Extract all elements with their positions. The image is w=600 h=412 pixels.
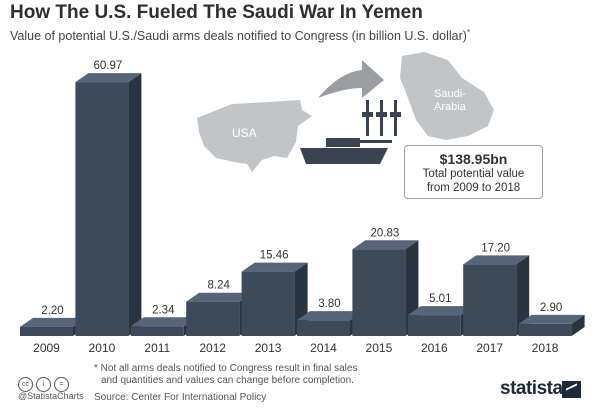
bar-top (241, 262, 308, 272)
bar-top (20, 317, 86, 327)
bar-top (186, 292, 253, 302)
subtitle-footnote-mark: * (466, 28, 471, 37)
bar-2018: 2.90 2018 (518, 302, 585, 355)
source: Source: Center For International Policy (94, 392, 267, 403)
x-tick-label: 2016 (421, 341, 448, 355)
bar-value-label: 15.46 (260, 250, 289, 262)
bar-front (130, 326, 184, 336)
bar-top (297, 311, 363, 321)
arrow-icon (318, 60, 384, 98)
x-tick-label: 2014 (310, 341, 337, 355)
total-value: $138.95bn (439, 151, 508, 167)
x-tick-label: 2009 (33, 341, 60, 355)
bar-top (130, 317, 197, 327)
bar-2010: 60.97 2010 (75, 60, 142, 355)
bar-2017: 17.20 2017 (463, 242, 530, 355)
bar-front (186, 301, 240, 336)
bar-2013: 15.46 2013 (241, 250, 308, 355)
tank-icon (300, 138, 392, 164)
cc-icon: cc (18, 377, 33, 392)
statista-logo-icon[interactable] (562, 381, 581, 398)
total-value-callout: $138.95bn Total potential value from 200… (404, 145, 543, 199)
total-value-label-line1: Total potential value (422, 168, 525, 180)
bar-value-label: 60.97 (94, 60, 123, 72)
bar-front (20, 326, 73, 336)
statista-logo[interactable]: statista (500, 378, 563, 399)
bar-value-label: 20.83 (371, 227, 400, 239)
chart-subtitle: Value of potential U.S./Saudi arms deals… (10, 28, 470, 43)
bar-side (516, 255, 530, 336)
bar-front (463, 264, 517, 336)
bar-top (463, 255, 530, 265)
bar-top (75, 73, 142, 83)
bar-front (352, 249, 406, 336)
bar-front (241, 271, 295, 336)
x-tick-label: 2017 (476, 341, 503, 355)
chart-title: How The U.S. Fueled The Saudi War In Yem… (10, 2, 423, 23)
subtitle-text: Value of potential U.S./Saudi arms deals… (10, 29, 467, 44)
x-tick-label: 2011 (144, 341, 170, 355)
bar-value-label: 8.24 (208, 280, 231, 292)
bar-top (518, 314, 585, 324)
bar-value-label: 2.34 (152, 304, 175, 316)
bar-top (407, 306, 474, 316)
bar-side (128, 73, 142, 337)
bar-front (297, 320, 350, 336)
bar-side (571, 314, 585, 336)
footnote-line1: * Not all arms deals notified to Congres… (94, 363, 358, 374)
no-derivatives-icon: = (54, 377, 69, 392)
bar-value-label: 5.01 (429, 293, 451, 305)
attribution-icon: i (36, 377, 51, 392)
bar-top (352, 240, 419, 250)
bars-group: 2.20 2009 60.97 2010 2.34 2011 8.24 2012 15.46 20… (20, 60, 585, 355)
bar-front (407, 315, 461, 336)
saudi-label-line1: Saudi- (434, 88, 466, 100)
usa-map-icon (197, 100, 312, 172)
social-handle: @StatistaCharts (18, 391, 84, 401)
bar-front (75, 82, 129, 337)
x-tick-label: 2015 (366, 341, 393, 355)
footnote: * Not all arms deals notified to Congres… (94, 363, 394, 387)
bar-value-label: 17.20 (481, 242, 510, 254)
footnote-line2: and quantities and values can change bef… (101, 375, 354, 386)
bar-2016: 5.01 2016 (407, 293, 474, 355)
x-tick-label: 2018 (532, 341, 559, 355)
x-tick-label: 2012 (199, 341, 226, 355)
saudi-arabia-map-icon (400, 52, 494, 140)
x-tick-label: 2013 (255, 341, 282, 355)
bar-2015: 20.83 2015 (352, 227, 419, 355)
usa-label: USA (232, 126, 257, 140)
total-value-label-line2: from 2009 to 2018 (426, 182, 521, 194)
license-icons: cc i = (18, 373, 72, 392)
x-tick-label: 2010 (89, 341, 116, 355)
bar-value-label: 3.80 (318, 298, 340, 310)
bar-value-label: 2.20 (41, 305, 63, 317)
bar-value-label: 2.90 (540, 302, 562, 314)
saudi-label-line2: Arabia (434, 101, 467, 113)
bar-front (518, 323, 572, 336)
rifles-icon (362, 100, 401, 136)
